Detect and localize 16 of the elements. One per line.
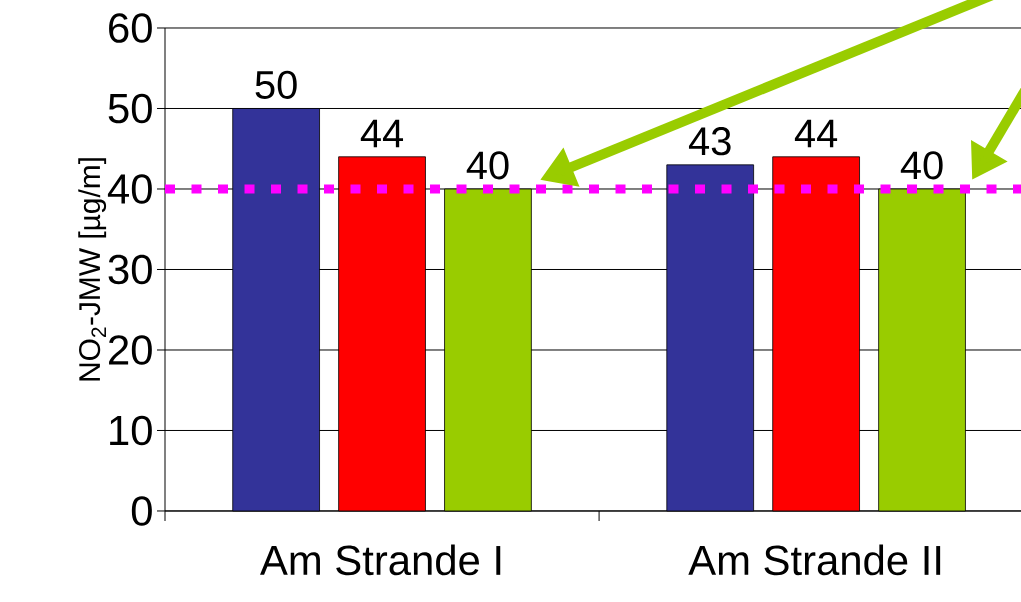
y-tick-label: 60 (109, 13, 152, 43)
data-label: 44 (360, 119, 404, 148)
y-tick-label: 40 (107, 174, 152, 204)
data-label: 50 (255, 70, 297, 99)
y-tick-label: 20 (109, 335, 152, 365)
data-label: 43 (688, 127, 731, 156)
y-tick-label: 0 (131, 496, 152, 526)
x-tick-label: Am Strande I (260, 544, 501, 576)
data-label: 40 (900, 151, 943, 180)
data-label: 40 (466, 151, 509, 180)
data-label: 44 (794, 119, 838, 148)
y-tick-label: 10 (110, 415, 152, 446)
y-tick-label: 30 (108, 254, 152, 285)
y-axis-title: NO$_{2}$-JMW [µg/m] (78, 158, 107, 381)
y-tick-label: 50 (108, 93, 152, 124)
x-tick-label: Am Strande II (688, 544, 941, 576)
